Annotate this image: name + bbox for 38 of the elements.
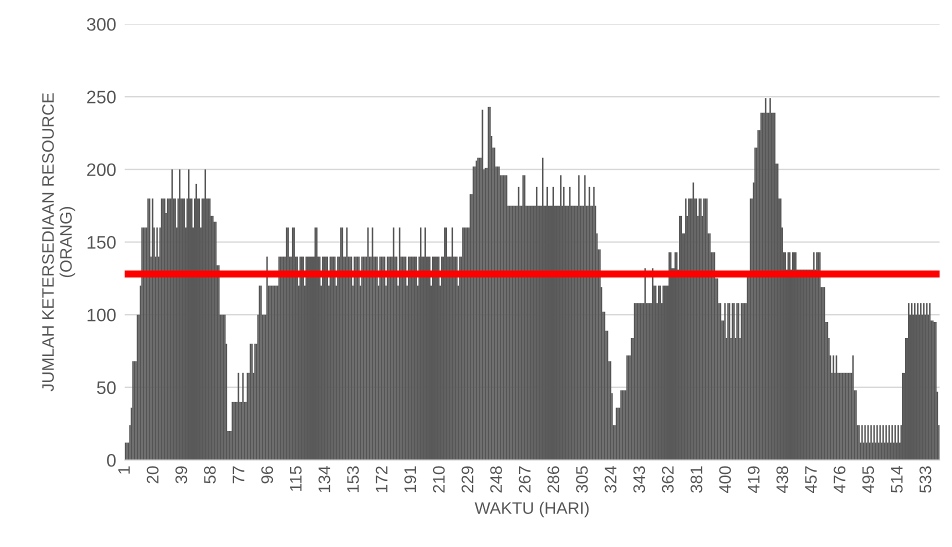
y-tick-label: 300	[86, 18, 116, 31]
y-tick-label: 250	[87, 90, 116, 104]
x-tick-label: 20	[146, 466, 159, 484]
x-tick-label: 476	[834, 466, 846, 494]
x-tick-label: 419	[748, 466, 760, 494]
x-tick-label: 343	[633, 466, 646, 493]
x-tick-label: 1	[118, 466, 130, 474]
x-tick-label: 248	[490, 466, 502, 493]
x-tick-label: 324	[604, 466, 616, 493]
y-tick-label: 50	[97, 381, 116, 394]
x-tick-label: 172	[376, 466, 388, 492]
x-tick-label: 39	[175, 466, 188, 484]
y-tick-label: 200	[87, 163, 116, 176]
x-tick-label: 153	[347, 466, 359, 492]
y-tick-label: 150	[88, 236, 116, 249]
x-tick-label: 58	[204, 466, 216, 484]
y-axis-title: JUMLAH KETERSEDIAAN RESOURCE (ORANG)	[42, 93, 76, 392]
y-tick-label: 100	[88, 308, 116, 322]
x-tick-label: 267	[518, 466, 531, 493]
x-tick-label: 115	[290, 466, 302, 491]
x-tick-label: 210	[432, 466, 445, 493]
x-tick-label: 286	[547, 466, 560, 493]
x-tick-label: 400	[719, 466, 731, 494]
x-tick-label: 514	[891, 466, 903, 493]
x-tick-label: 96	[261, 466, 274, 484]
x-tick-label: 495	[862, 466, 874, 494]
x-tick-label: 305	[576, 466, 588, 493]
x-tick-label: 381	[690, 466, 702, 493]
y-tick-label: 0	[107, 454, 116, 467]
x-tick-label: 77	[232, 466, 244, 484]
x-tick-label: 533	[919, 466, 932, 493]
x-tick-label: 438	[776, 466, 788, 494]
x-axis-title: WAKTU (HARI)	[474, 502, 589, 518]
x-tick-label: 134	[318, 466, 330, 492]
x-tick-label: 191	[404, 466, 416, 492]
x-tick-label: 229	[462, 466, 474, 493]
x-tick-label: 457	[805, 466, 817, 494]
x-tick-label: 362	[662, 466, 674, 493]
